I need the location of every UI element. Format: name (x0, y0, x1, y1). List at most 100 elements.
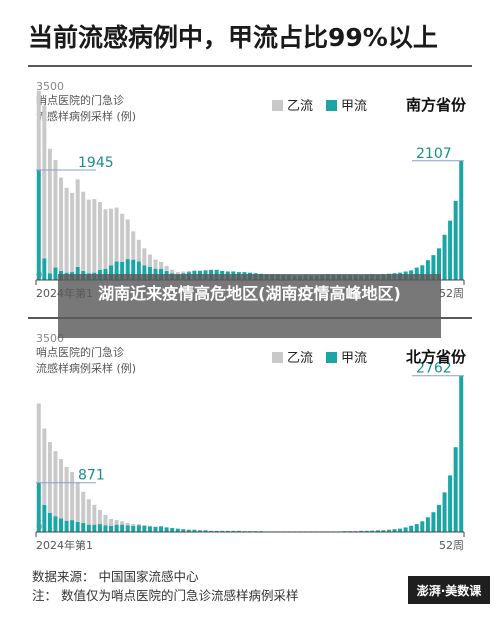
bar-flu-a (86, 524, 91, 532)
bar-flu-b (70, 192, 75, 273)
legend-label-flu-b: 乙流 (287, 99, 313, 114)
bar-flu-a (114, 524, 119, 532)
bar-flu-a (114, 261, 119, 280)
legend-label-flu-a: 甲流 (341, 351, 367, 366)
bar-flu-a (364, 530, 369, 532)
y-axis-max-label: 3500 (36, 332, 64, 345)
bar-flu-a (97, 524, 102, 532)
publisher-logo-text: 澎湃·美数课 (416, 583, 482, 598)
bar-flu-a (370, 530, 375, 532)
bar-flu-a (236, 530, 241, 532)
bar-flu-a (381, 530, 386, 532)
bar-flu-b (70, 472, 75, 521)
bar-flu-a (459, 375, 464, 532)
region-title: 北方省份 (406, 348, 467, 366)
bar-flu-a (375, 530, 380, 532)
bar-flu-a (75, 266, 80, 280)
bar-flu-a (92, 524, 97, 532)
bar-flu-b (142, 248, 147, 266)
bar-flu-b (136, 524, 141, 526)
bar-flu-b (103, 515, 108, 526)
footnote: 注： 数值仅为哨点医院的门急诊流感样病例采样 (32, 588, 299, 603)
bar-flu-b (75, 482, 80, 522)
annotation-end-value: 2107 (416, 146, 452, 162)
bar-flu-a (436, 504, 441, 532)
bar-flu-b (147, 254, 152, 267)
bar-flu-a (64, 520, 69, 532)
bar-flu-b (42, 428, 47, 505)
bar-flu-a (436, 248, 441, 280)
bar-flu-a (409, 525, 414, 532)
bar-flu-a (203, 530, 208, 532)
bar-flu-a (120, 524, 125, 532)
bar-flu-a (420, 521, 425, 532)
bar-flu-b (186, 270, 191, 273)
bar-flu-b (36, 90, 41, 170)
annotation-start-value: 1945 (78, 155, 114, 171)
bar-flu-b (181, 271, 186, 274)
bar-flu-a (209, 530, 214, 532)
bar-flu-b (114, 520, 119, 525)
bar-flu-b (97, 509, 102, 525)
bar-flu-a (159, 526, 164, 532)
bar-flu-b (59, 459, 64, 519)
bar-flu-b (131, 524, 136, 526)
x-axis-start-label: 2024年第1 (36, 538, 93, 552)
legend-label-flu-a: 甲流 (341, 99, 367, 114)
bar-flu-a (136, 525, 141, 532)
bar-flu-a (442, 492, 447, 532)
source-note: 数据来源： 中国国家流感中心 (32, 569, 199, 584)
bar-flu-b (92, 199, 97, 273)
bar-flu-a (103, 525, 108, 532)
bar-flu-b (153, 259, 158, 269)
bar-flu-b (53, 451, 58, 517)
bar-flu-a (197, 530, 202, 532)
bar-flu-a (175, 528, 180, 532)
bar-flu-b (86, 499, 91, 525)
bar-flu-a (170, 528, 175, 532)
bar-flu-b (75, 179, 80, 267)
bar-flu-a (42, 504, 47, 532)
bar-flu-a (125, 259, 130, 280)
bar-flu-b (59, 177, 64, 271)
bar-flu-b (192, 270, 197, 271)
bar-flu-a (109, 265, 114, 280)
bar-flu-b (42, 105, 47, 259)
bar-flu-a (214, 530, 219, 532)
bar-flu-a (448, 475, 453, 532)
y-axis-max-label: 3500 (36, 80, 64, 93)
bar-flu-b (47, 148, 52, 274)
bar-flu-b (136, 239, 141, 262)
bar-flu-a (164, 527, 169, 532)
bar-flu-a (53, 267, 58, 280)
y-axis-label-line1: 哨点医院的门急诊 (36, 93, 124, 107)
bar-flu-b (170, 269, 175, 274)
bar-flu-a (186, 529, 191, 532)
bar-flu-a (414, 267, 419, 280)
bar-flu-b (109, 208, 114, 266)
bar-flu-a (425, 260, 430, 280)
bar-flu-a (459, 160, 464, 280)
bar-flu-a (36, 482, 41, 532)
bar-flu-b (36, 403, 41, 483)
bar-flu-a (398, 528, 403, 532)
bar-flu-a (75, 521, 80, 532)
bar-flu-b (86, 199, 91, 274)
bar-flu-b (164, 265, 169, 271)
bar-flu-b (125, 522, 130, 526)
bar-flu-a (392, 529, 397, 532)
bar-flu-a (142, 265, 147, 280)
bar-flu-b (197, 270, 202, 271)
bar-flu-b (81, 191, 86, 271)
legend-label-flu-b: 乙流 (287, 351, 313, 366)
bar-flu-a (147, 526, 152, 532)
bar-flu-b (97, 201, 102, 270)
legend-swatch-flu-a (326, 352, 337, 363)
bar-flu-a (425, 517, 430, 532)
y-axis-label-line2: 流感样病例采样 (例) (36, 109, 136, 123)
bar-flu-b (120, 521, 125, 525)
legend-swatch-flu-b (272, 352, 283, 363)
bar-flu-b (114, 207, 119, 262)
